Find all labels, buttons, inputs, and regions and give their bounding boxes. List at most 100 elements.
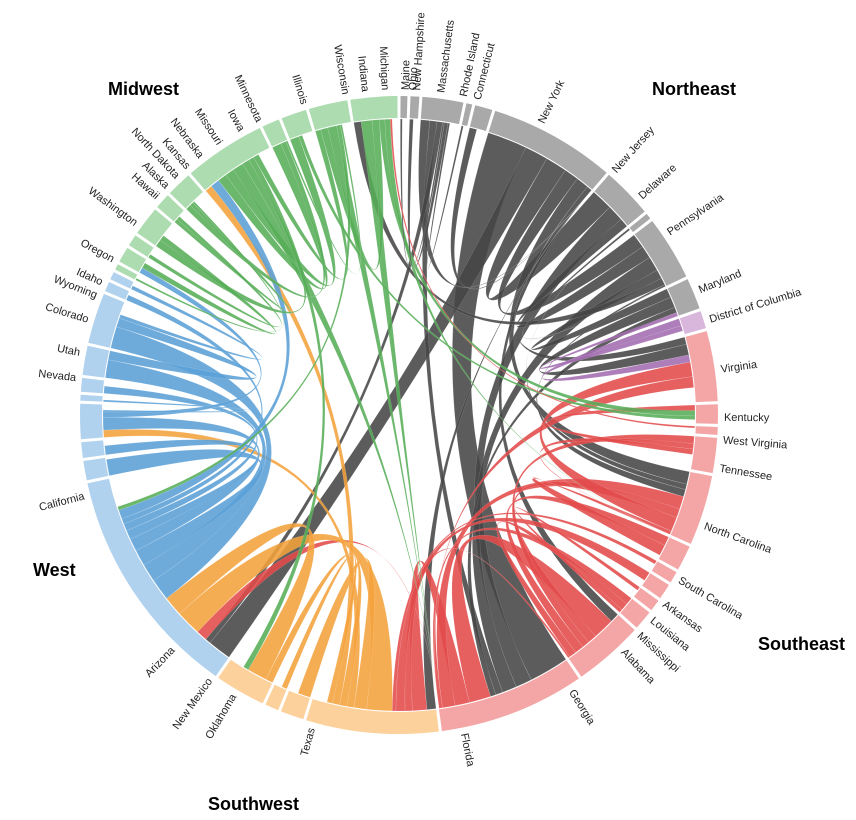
state-label-florida: Florida (458, 732, 477, 768)
arc-california (87, 478, 229, 677)
chord-district-of-columbia-to-maryland (539, 312, 684, 369)
chord-delaware-to-pennsylvania (522, 228, 666, 340)
chord-new-mexico-to-texas (281, 554, 357, 704)
arc-district-of-columbia (679, 311, 706, 335)
chord-tennessee-to-kentucky (546, 404, 696, 455)
chord-wisconsin-to-michigan (285, 124, 362, 275)
arc-north-dakota (115, 264, 138, 280)
arc-michigan (308, 100, 351, 131)
state-label-delaware: Delaware (637, 162, 680, 202)
arc-missouri (137, 209, 172, 246)
arc-layer (79, 96, 718, 734)
state-label-michigan: Michigan (377, 46, 391, 91)
chord-illinois-to-wisconsin (218, 143, 328, 290)
state-label-arizona: Arizona (143, 644, 178, 680)
chord-louisiana-to-texas (395, 517, 650, 712)
chord-colorado-to-kansas (102, 267, 262, 418)
chord-california-to-utah (104, 439, 259, 540)
state-label-virginia: Virginia (720, 359, 759, 376)
state-label-wisconsin: Wisconsin (331, 44, 351, 95)
arc-ohio (350, 96, 398, 122)
chord-rhode-island-to-massachusetts (426, 122, 464, 270)
chord-pennsylvania-to-florida (472, 257, 658, 693)
arc-north-carolina (670, 471, 713, 544)
arc-tennessee (691, 436, 718, 474)
chord-washington-to-oregon (107, 317, 257, 380)
state-label-washington: Washington (86, 185, 140, 229)
arc-oregon (82, 345, 110, 378)
chord-missouri-to-kansas (141, 235, 277, 335)
arc-utah (81, 440, 105, 458)
arc-south-carolina (658, 537, 690, 570)
arc-new-jersey (594, 174, 645, 226)
arc-idaho (80, 377, 105, 394)
arc-texas (306, 699, 439, 734)
arc-alaska (110, 272, 134, 289)
arc-maine (400, 96, 408, 119)
arc-mississippi (633, 587, 659, 611)
chord-illinois-to-arizona (243, 156, 326, 670)
chord-north-carolina-to-tennessee (539, 437, 694, 535)
state-label-oklahoma: Oklahoma (203, 691, 239, 741)
chord-ohio-to-north-carolina (384, 118, 670, 535)
chord-iowa-to-nebraska (148, 216, 283, 328)
state-label-new-hampshire: New Hampshire (411, 12, 427, 91)
state-label-colorado: Colorado (44, 301, 90, 326)
chord-florida-to-alabama (432, 527, 632, 709)
region-label-west: West (33, 560, 76, 580)
chord-illinois-to-michigan (253, 129, 349, 280)
chord-arkansas-to-texas (391, 512, 657, 712)
chord-new-york-to-texas (423, 190, 592, 710)
arc-washington (88, 293, 125, 348)
chord-north-dakota-to-minnesota (135, 201, 284, 333)
arc-new-hampshire (409, 96, 420, 119)
chord-west-virginia-to-ohio (390, 118, 695, 429)
state-label-utah: Utah (56, 343, 81, 359)
chord-michigan-to-california (117, 124, 351, 511)
arc-rhode-island (461, 103, 473, 126)
chord-mississippi-to-alabama (513, 506, 640, 613)
chord-massachusetts-to-california (205, 121, 443, 644)
state-label-massachusetts: Massachusetts (435, 19, 457, 94)
chord-georgia-to-south-carolina (505, 495, 669, 653)
arc-oklahoma (280, 690, 310, 720)
arc-arizona (218, 659, 273, 704)
arc-nebraska (128, 235, 154, 257)
chord-layer (102, 118, 696, 712)
state-label-new-jersey: New Jersey (610, 124, 657, 175)
arc-indiana (281, 109, 313, 139)
state-label-west-virginia: West Virginia (723, 435, 789, 452)
chord-pennsylvania-to-north-carolina (536, 284, 686, 497)
arc-wyoming (80, 394, 103, 402)
arc-kentucky (695, 404, 718, 424)
chord-ohio-to-michigan (320, 119, 384, 270)
arc-colorado (79, 403, 103, 440)
arc-nevada (83, 457, 109, 481)
arc-maryland (667, 279, 700, 316)
arc-virginia (685, 331, 718, 403)
state-label-maryland: Maryland (697, 268, 743, 296)
state-label-maine: Maine (400, 60, 413, 90)
state-label-kentucky: Kentucky (724, 412, 770, 424)
chord-maine-to-massachusetts (400, 118, 445, 268)
chord-new-jersey-to-pennsylvania (516, 218, 650, 328)
chord-pennsylvania-to-ohio (353, 121, 666, 326)
arc-connecticut (469, 105, 493, 131)
region-label-southwest: Southwest (208, 794, 299, 814)
chord-new-york-to-california (209, 147, 548, 658)
chord-new-york-to-pennsylvania (497, 169, 643, 316)
state-label-nevada: Nevada (38, 368, 78, 384)
arc-new-york (488, 110, 607, 190)
state-label-indiana: Indiana (355, 55, 371, 93)
state-label-pennsylvania: Pennsylvania (665, 191, 727, 238)
region-label-southeast: Southeast (758, 634, 845, 654)
chord-texas-to-oklahoma (297, 557, 375, 710)
chord-california-to-idaho (103, 385, 258, 532)
arc-pennsylvania (634, 220, 687, 286)
arc-kansas (119, 247, 147, 273)
arc-arkansas (651, 561, 677, 583)
chord-north-carolina-to-south-carolina (532, 477, 672, 556)
arc-florida (438, 660, 579, 732)
state-label-new-mexico: New Mexico (171, 676, 216, 732)
